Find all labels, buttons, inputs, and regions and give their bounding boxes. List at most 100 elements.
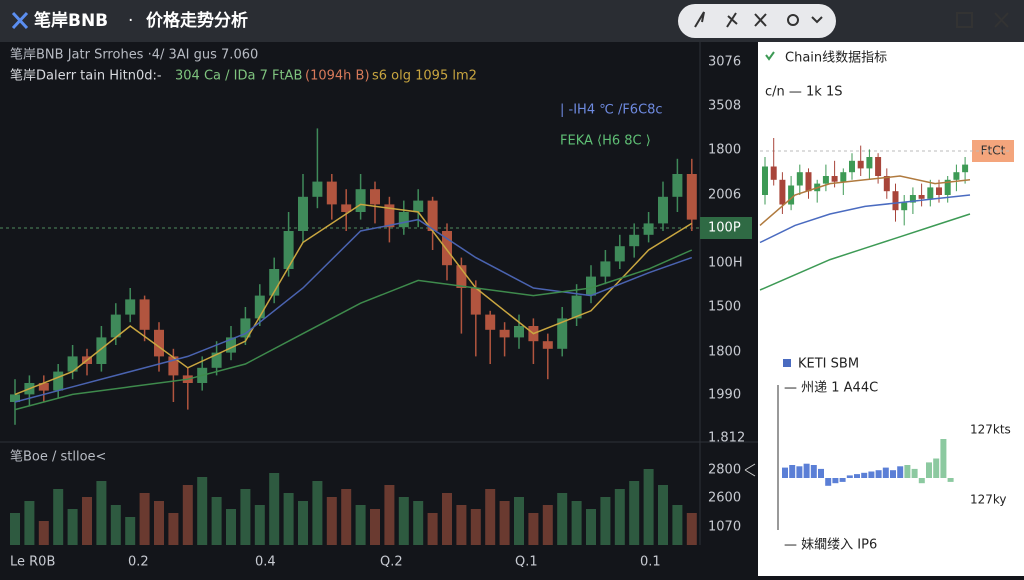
toolbar <box>678 4 836 38</box>
candle-body <box>456 265 467 288</box>
x-label: Q.1 <box>515 555 538 570</box>
section-icon <box>783 359 791 367</box>
measure-tool[interactable] <box>726 12 738 28</box>
moving-average <box>14 218 693 403</box>
hist-bar <box>933 458 940 478</box>
mini-body <box>962 164 969 173</box>
candle-body <box>658 196 668 224</box>
candle-body <box>600 261 611 277</box>
settings-tool[interactable] <box>787 14 799 26</box>
current-price-tag <box>700 217 752 239</box>
volume-bar <box>470 509 481 545</box>
volume-bar <box>24 501 35 545</box>
volume-axis-label: 2800 <box>708 463 741 478</box>
candle-body <box>110 314 121 338</box>
volume-bar <box>571 501 582 545</box>
volume-bar <box>629 481 640 545</box>
mini-body <box>779 179 786 205</box>
volume-bar <box>197 477 208 545</box>
mini-body <box>866 157 873 169</box>
separator: · <box>128 11 133 31</box>
volume-bar <box>542 505 553 545</box>
volume-bar <box>586 509 596 545</box>
candle-body <box>211 352 222 368</box>
candle-body <box>384 204 395 228</box>
hist-bar <box>890 470 896 478</box>
mini-body <box>762 166 768 195</box>
candle-body <box>355 189 366 212</box>
close-tool[interactable] <box>754 13 767 27</box>
toolbar-menu[interactable] <box>811 16 823 24</box>
candle-body <box>154 329 164 357</box>
x-label: 0.2 <box>128 555 149 570</box>
side-title: Chain线数据指标 <box>785 51 887 66</box>
candle-body <box>571 295 582 319</box>
side-panel <box>758 42 1024 576</box>
candle-body <box>53 371 64 391</box>
hist-bar <box>882 467 889 478</box>
hist-bar <box>904 465 911 478</box>
volume-bar <box>139 493 150 545</box>
hist-bar <box>947 478 954 482</box>
hist-bar <box>818 468 824 478</box>
candle-body <box>125 299 136 315</box>
price-label: 1990 <box>708 388 741 403</box>
candle-body <box>499 329 510 338</box>
candle-body <box>312 181 323 197</box>
candle-body <box>557 318 568 349</box>
volume-bar <box>312 481 323 545</box>
hist-bar <box>897 466 904 478</box>
candle-body <box>629 234 640 247</box>
layout-button[interactable] <box>956 12 973 28</box>
mini-line <box>759 175 971 226</box>
side-footer: — 妹繝缕入 IP6 <box>784 538 877 553</box>
price-label: 2006 <box>708 188 741 203</box>
close-button[interactable] <box>994 12 1009 28</box>
candle-body <box>614 246 625 262</box>
volume-bar <box>110 505 121 545</box>
mini-body <box>831 176 838 182</box>
volume-bar <box>341 489 352 545</box>
mini-body <box>840 172 847 182</box>
mini-line <box>759 194 971 244</box>
volume-bar <box>326 497 337 545</box>
candle-body <box>341 204 352 212</box>
info-line: 笔岸Dalerr tain Hitn0d:- <box>10 68 162 84</box>
mini-body <box>909 195 916 203</box>
mini-body <box>849 160 855 173</box>
price-label: 1800 <box>708 143 741 158</box>
collapse-arrow[interactable] <box>744 463 756 477</box>
candle-body <box>226 337 236 353</box>
hist-bar <box>782 467 788 478</box>
draw-tool[interactable] <box>694 11 705 28</box>
volume-axis-label: 1070 <box>708 520 741 535</box>
volume-bar <box>38 521 49 545</box>
mini-body <box>892 191 899 211</box>
mini-body <box>883 176 890 192</box>
hist-bar <box>803 463 810 478</box>
candle-body <box>283 231 294 269</box>
app-logo <box>11 11 29 30</box>
hist-bar <box>911 468 918 478</box>
mini-body <box>901 202 908 211</box>
volume-bar <box>67 509 78 545</box>
candle-body <box>514 326 524 338</box>
info-value: 304 Ca / IDa 7 FtAB <box>175 69 302 84</box>
candle-body <box>398 212 409 228</box>
side-icon <box>765 51 775 61</box>
candle-body <box>10 394 20 402</box>
volume-bar <box>240 489 251 545</box>
volume-bar <box>182 485 193 545</box>
volume-bar <box>254 505 265 545</box>
hist-bar <box>825 478 832 486</box>
hist-bar <box>839 478 846 482</box>
volume-bar <box>82 497 92 545</box>
info-value: s6 olg 1095 lm2 <box>372 69 477 84</box>
hist-bar <box>846 475 853 478</box>
volume-bar <box>672 505 683 545</box>
candle-body <box>370 189 380 205</box>
volume-bar <box>226 509 236 545</box>
volume-bar <box>442 493 452 545</box>
hist-label: 127kts <box>970 423 1011 437</box>
